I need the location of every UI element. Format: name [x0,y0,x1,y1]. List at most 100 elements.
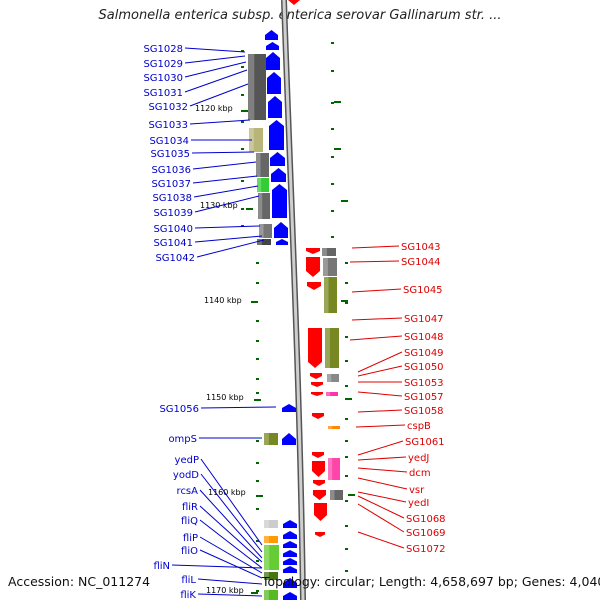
forward-gene-label[interactable]: SG1033 [148,120,188,131]
forward-leader-line [196,239,265,258]
forward-leader-line [184,61,247,78]
forward-gene-arrow [283,566,297,573]
scale-dash [256,282,259,284]
scale-label: 1140 kbp [204,296,242,305]
forward-gene-label[interactable]: SG1035 [150,149,190,160]
reverse-gene-arrow [308,328,322,368]
reverse-gene-arrow [307,282,321,290]
forward-gene-label[interactable]: SG1037 [151,179,191,190]
scale-dash [256,480,259,482]
scale-dash [241,94,244,96]
cog-block-highlight [326,392,331,396]
scale-dash [345,418,348,420]
forward-gene-label[interactable]: fliO [181,546,198,557]
scale-dash [241,225,244,227]
forward-gene-label[interactable]: fliK [180,590,196,600]
reverse-gene-label[interactable]: SG1050 [404,362,444,373]
forward-leader-line [197,593,263,597]
reverse-gene-label[interactable]: SG1047 [404,314,444,325]
reverse-gene-label[interactable]: SG1068 [406,514,446,525]
reverse-leader-line [357,503,405,533]
forward-leader-line [171,564,263,569]
scale-dash [241,208,244,210]
reverse-gene-label[interactable]: cspB [407,421,431,432]
forward-gene-label[interactable]: SG1034 [149,136,189,147]
forward-gene-arrow [276,239,288,245]
reverse-gene-label[interactable]: SG1072 [406,544,446,555]
scale-label: 1170 kbp [206,586,244,595]
cog-block [330,490,343,500]
scale-dash [331,42,334,44]
reverse-gene-label[interactable]: SG1069 [406,528,446,539]
forward-gene-arrow [267,72,281,94]
forward-gene-arrow [268,96,282,118]
forward-leader-line [193,185,259,198]
forward-gene-label[interactable]: ompS [168,434,197,445]
scale-dash [345,262,348,264]
forward-gene-label[interactable]: SG1032 [148,102,188,113]
forward-gene-label[interactable]: fliL [181,575,196,586]
forward-leader-line [194,225,261,229]
forward-gene-label[interactable]: SG1036 [151,165,191,176]
cog-block [264,536,278,543]
reverse-gene-arrow [312,452,324,458]
cog-block-highlight [264,572,269,580]
forward-gene-label[interactable]: rcsA [177,486,199,497]
reverse-gene-arrow [314,503,327,521]
forward-gene-label[interactable]: SG1031 [143,88,183,99]
reverse-gene-label[interactable]: yedI [408,498,429,509]
reverse-gene-label[interactable]: dcm [409,468,431,479]
cog-block-highlight [264,520,269,528]
reverse-gene-arrow [312,413,324,419]
reverse-gene-label[interactable]: SG1044 [401,257,441,268]
reverse-gene-label[interactable]: SG1043 [401,242,441,253]
forward-gene-label[interactable]: SG1041 [153,238,193,249]
forward-gene-label[interactable]: yodD [173,470,199,481]
cog-block-highlight [324,277,329,313]
forward-gene-label[interactable]: fliN [153,561,170,572]
forward-gene-label[interactable]: SG1038 [152,193,192,204]
reverse-gene-label[interactable]: SG1049 [404,348,444,359]
forward-gene-arrow [266,42,279,50]
forward-gene-arrow [283,592,297,600]
cog-block [264,545,279,570]
scale-dash [345,336,348,338]
scale-dash [256,358,259,360]
forward-gene-label[interactable]: SG1056 [159,404,199,415]
forward-gene-label[interactable]: fliQ [181,516,198,527]
forward-gene-arrow [283,541,297,548]
forward-gene-label[interactable]: SG1030 [143,73,183,84]
reverse-leader-line [357,440,404,456]
cog-block [327,374,339,382]
cog-block [264,572,278,580]
forward-gene-label[interactable]: fliP [183,533,198,544]
reverse-gene-label[interactable]: SG1048 [404,332,444,343]
reverse-gene-label[interactable]: SG1057 [404,392,444,403]
forward-gene-label[interactable]: SG1028 [143,44,183,55]
cog-block-highlight [323,258,328,276]
reverse-gene-label[interactable]: yedJ [408,453,429,464]
forward-gene-label[interactable]: fliR [182,502,198,513]
reverse-gene-arrow [311,392,323,396]
reverse-gene-label[interactable]: SG1061 [405,437,445,448]
forward-gene-arrow [283,550,297,557]
scale-dash [331,102,334,104]
forward-gene-label[interactable]: SG1039 [153,208,193,219]
forward-leader-line [199,489,263,559]
cog-color-blocks [248,54,343,600]
forward-gene-label[interactable]: SG1042 [155,253,195,264]
reverse-gene-label[interactable]: SG1045 [403,285,443,296]
forward-gene-label[interactable]: SG1029 [143,59,183,70]
reverse-gene-label[interactable]: SG1058 [404,406,444,417]
cog-block-highlight [264,545,270,570]
reverse-gene-label[interactable]: SG1053 [404,378,444,389]
reverse-gene-label[interactable]: vsr [409,485,425,496]
forward-gene-label[interactable]: SG1040 [153,224,193,235]
forward-gene-label[interactable]: yedP [175,455,199,466]
cog-block-highlight [258,193,263,219]
scale-dash [256,340,259,342]
genome-title: Salmonella enterica subsp. enterica sero… [98,8,502,23]
forward-leader-line [194,195,260,213]
forward-gene-arrow [283,520,297,528]
forward-gene-arrow [283,558,297,565]
